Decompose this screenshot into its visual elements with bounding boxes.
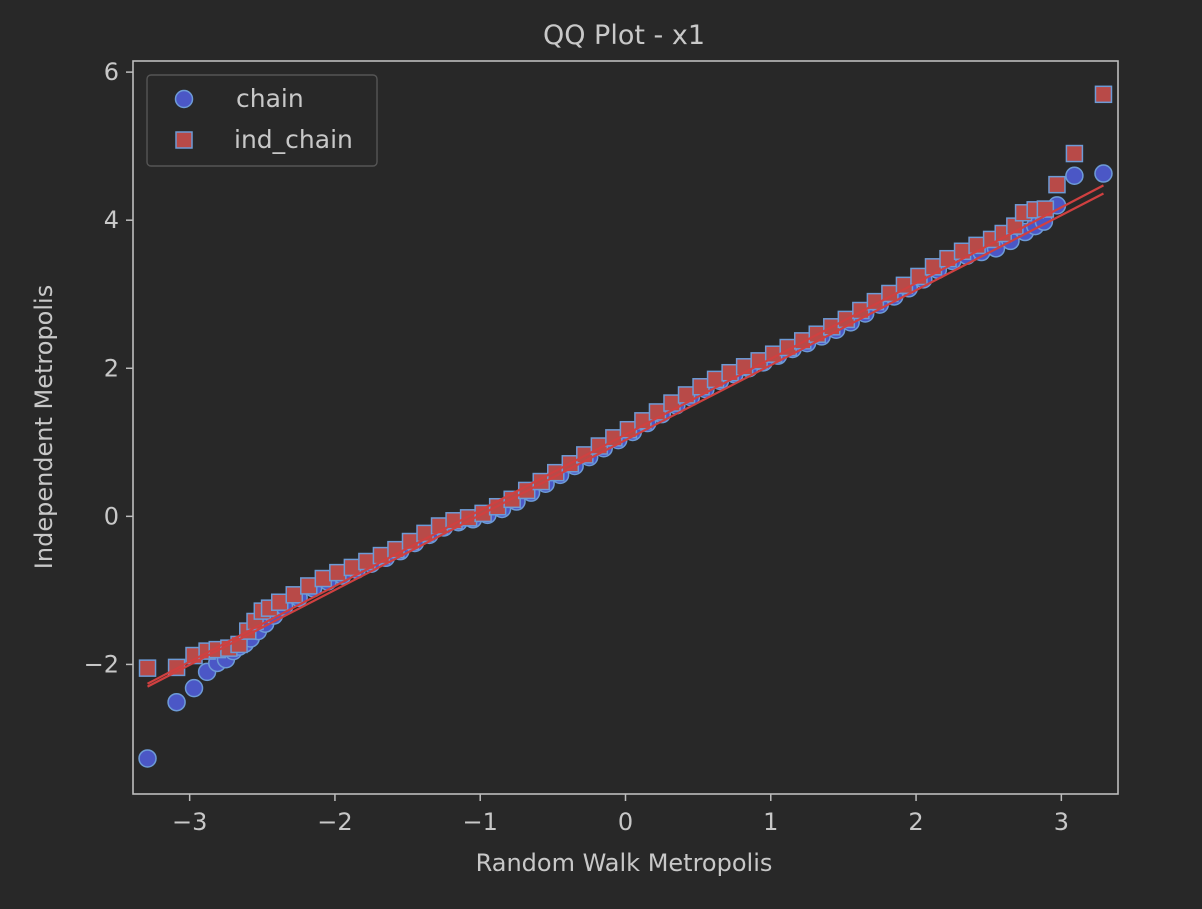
data-points	[138, 85, 1113, 768]
x-axis-label: Random Walk Metropolis	[476, 849, 773, 877]
legend-marker-ind-chain	[175, 131, 193, 149]
ind-chain-point	[1094, 85, 1113, 104]
legend: chain ind_chain	[146, 74, 378, 167]
ind-chain-point	[314, 569, 333, 588]
ind-chain-point	[1065, 144, 1084, 163]
chain-point	[167, 692, 186, 712]
x-tick-label: 2	[908, 808, 923, 836]
ind-chain-point	[285, 586, 304, 604]
chain-point	[138, 749, 157, 768]
legend-label-ind-chain: ind_chain	[234, 125, 353, 154]
y-tick-label: 4	[104, 206, 119, 234]
y-tick-label: −2	[84, 650, 119, 678]
x-axis-ticks: −3 −2 −1 0 1 2 3	[172, 794, 1069, 836]
legend-marker-chain	[174, 89, 194, 109]
y-tick-label: 0	[104, 502, 119, 530]
plot-area	[132, 60, 1119, 795]
y-axis-ticks: −2 0 2 4 6	[84, 58, 133, 678]
x-tick-label: 0	[618, 808, 633, 836]
ind-chain-point	[663, 394, 681, 412]
x-tick-label: −1	[463, 808, 498, 836]
x-tick-label: 3	[1054, 808, 1069, 836]
chain-point	[1065, 166, 1084, 186]
y-tick-label: 2	[104, 354, 119, 382]
legend-frame	[146, 74, 378, 167]
ind-chain-point	[138, 659, 157, 677]
y-tick-label: 6	[104, 58, 119, 86]
ind-chain-fit-line	[147, 184, 1104, 685]
ind-chain-point	[329, 563, 347, 582]
ind-chain-point	[270, 593, 289, 611]
ind-chain-point	[924, 258, 943, 276]
chain-point	[1094, 164, 1113, 183]
legend-label-chain: chain	[236, 84, 304, 113]
ind-chain-point	[300, 577, 318, 595]
x-tick-label: −2	[317, 808, 352, 836]
chain-fit-line	[147, 192, 1104, 688]
chain-point	[184, 678, 204, 698]
chart-title: QQ Plot - x1	[543, 20, 705, 51]
x-tick-label: 1	[763, 808, 778, 836]
y-axis-label: Independent Metropolis	[30, 285, 58, 569]
fit-lines	[147, 184, 1104, 688]
x-tick-label: −3	[172, 808, 207, 836]
ind-chain-point	[1048, 175, 1066, 194]
